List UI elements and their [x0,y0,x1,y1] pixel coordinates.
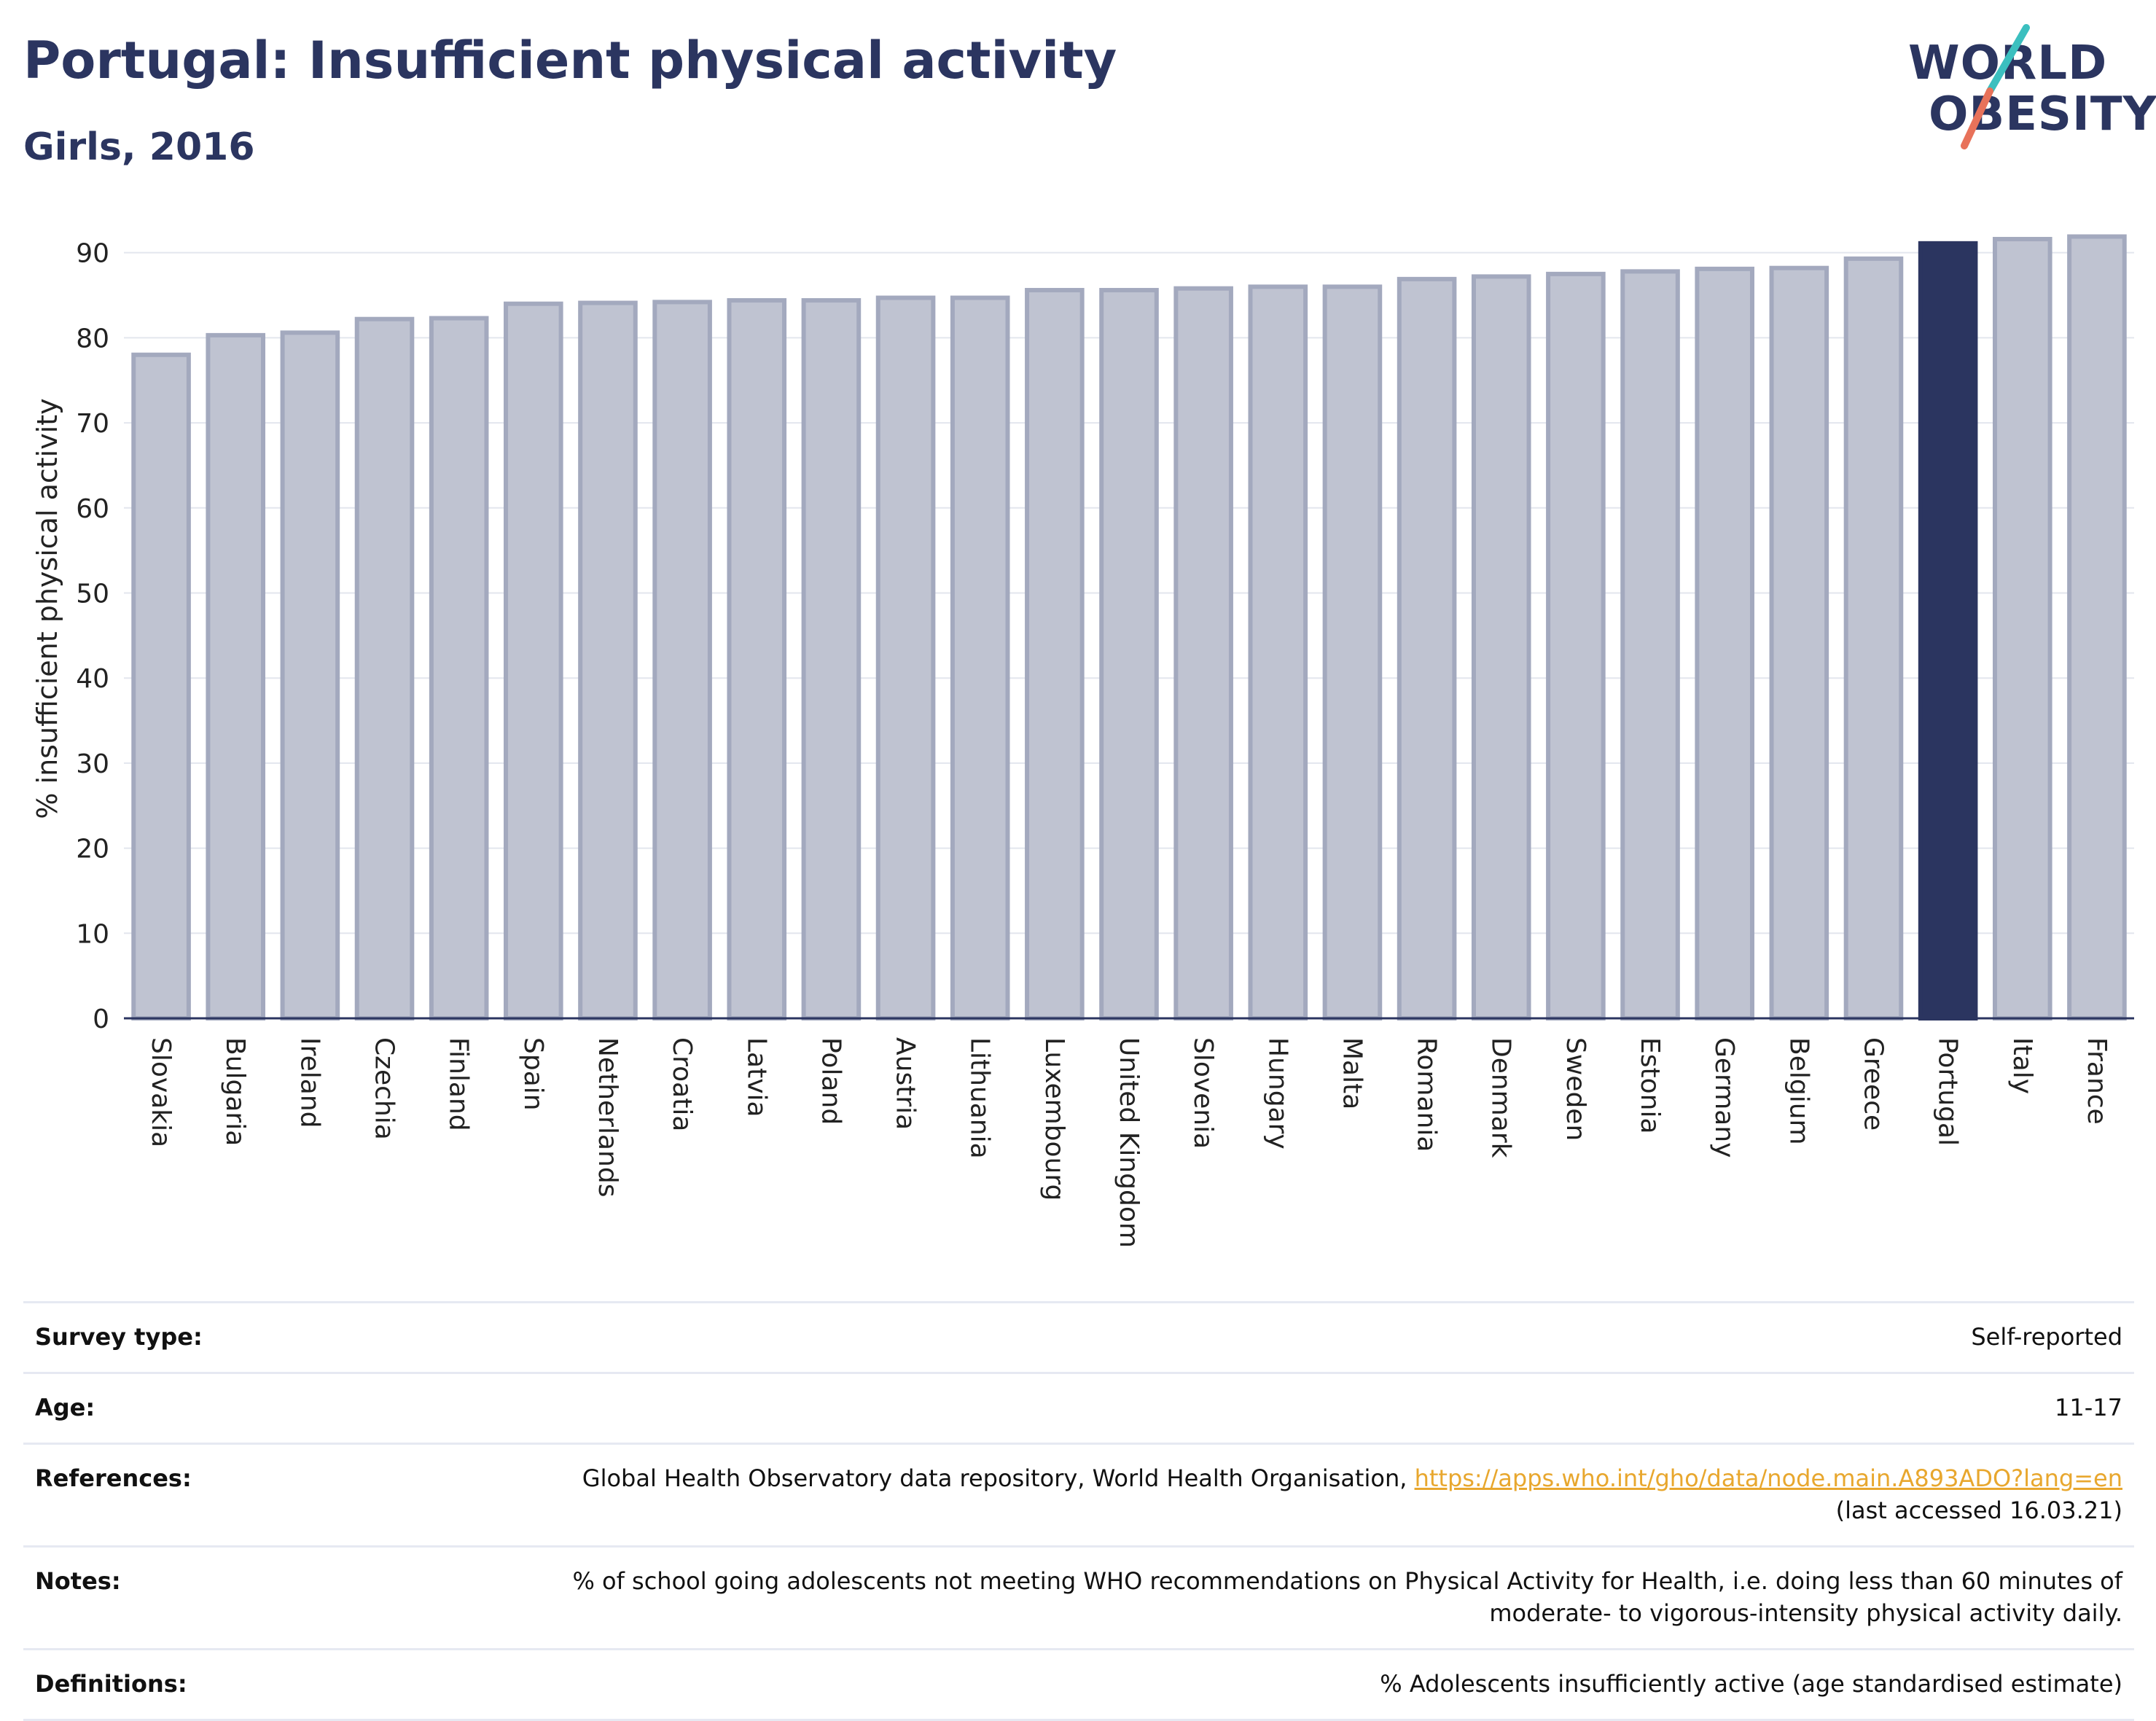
bar-finland [429,316,489,1020]
x-tick-label: France [2082,1037,2112,1125]
bar-netherlands [578,300,638,1020]
bar-bulgaria [206,332,266,1021]
bar-slovakia [131,352,191,1021]
bar-poland [801,298,862,1020]
bar-slovenia [1173,286,1233,1020]
bar-france [2067,234,2127,1020]
bar-sweden [1546,271,1606,1020]
y-tick-label: 10 [76,919,109,949]
y-tick-label: 60 [76,494,109,524]
bar-greece [1843,256,1904,1021]
x-tick-label: Slovenia [1188,1037,1218,1149]
x-tick-label: Denmark [1486,1037,1516,1158]
meta-row-references: References: Global Health Observatory da… [23,1443,2134,1545]
x-tick-label: Bulgaria [220,1037,250,1146]
y-tick-label: 20 [76,835,109,865]
bar-portugal [1918,241,1978,1020]
axes: 0 10 20 30 40 50 60 70 80 90 Slovakia Bulgaria Irela… [76,239,2134,1248]
meta-value: Self-reported [1971,1323,2122,1351]
meta-row-definitions: Definitions: % Adolescents insufficientl… [23,1648,2134,1721]
bar-estonia [1620,269,1680,1020]
reference-accessed: (last accessed 16.03.21) [1835,1496,2122,1524]
bar-united-kingdom [1099,288,1159,1020]
meta-value: 11-17 [2055,1394,2122,1421]
meta-label: Survey type: [35,1323,203,1351]
world-obesity-logo: WORLD OBESITY [1895,22,2156,153]
x-tick-label: Finland [444,1037,474,1131]
meta-value: Global Health Observatory data repositor… [192,1462,2122,1526]
bar-chart: 0 10 20 30 40 50 60 70 80 90 Slovakia Bulgaria Irela… [31,234,2134,1248]
bar-austria [875,295,936,1021]
bar-ireland [280,330,340,1020]
y-tick-label: 80 [76,324,109,354]
x-tick-label: Croatia [667,1037,697,1131]
x-tick-label: Czechia [370,1037,399,1140]
x-tick-label: Romania [1412,1037,1442,1152]
x-tick-label: Estonia [1635,1037,1665,1134]
meta-value: % Adolescents insufficiently active (age… [1380,1670,2122,1698]
y-tick-label: 90 [76,239,109,269]
x-tick-label: Netherlands [593,1037,622,1197]
meta-row-survey-type: Survey type: Self-reported [23,1301,2134,1372]
x-tick-label: Hungary [1262,1037,1292,1150]
x-tick-label: Poland [816,1037,845,1125]
x-tick-label: United Kingdom [1114,1037,1144,1248]
meta-label: Age: [35,1394,95,1421]
x-tick-label: Latvia [741,1037,771,1117]
bar-czechia [354,316,415,1020]
meta-row-age: Age: 11-17 [23,1372,2134,1443]
metadata-table: Survey type: Self-reported Age: 11-17 Re… [23,1301,2134,1721]
x-tick-label: Greece [1858,1037,1888,1131]
x-tick-label: Belgium [1784,1037,1813,1145]
bar-italy [1992,237,2053,1020]
chart-subtitle: Girls, 2016 [23,125,255,169]
bar-belgium [1769,265,1829,1020]
x-tick-label: Luxembourg [1039,1037,1069,1201]
bar-croatia [652,300,712,1020]
bar-hungary [1248,284,1308,1020]
bar-germany [1695,266,1754,1020]
reference-link[interactable]: https://apps.who.int/gho/data/node.main.… [1414,1464,2122,1492]
x-tick-label: Portugal [1933,1037,1963,1146]
bar-spain [504,301,563,1020]
x-tick-label: Lithuania [965,1037,995,1159]
x-tick-label: Ireland [294,1037,324,1128]
bar-romania [1397,276,1457,1020]
bar-luxembourg [1025,288,1085,1020]
bar-malta [1322,284,1383,1020]
logo-line-2: OBESITY [1929,87,2156,141]
x-tick-label: Spain [518,1037,548,1111]
x-tick-label: Italy [2007,1037,2037,1094]
meta-label: Definitions: [35,1670,187,1698]
meta-label: References: [35,1464,192,1492]
bar-denmark [1471,274,1531,1021]
x-tick-label: Austria [891,1037,921,1130]
x-tick-label: Sweden [1561,1037,1590,1141]
meta-row-notes: Notes: % of school going adolescents not… [23,1545,2134,1648]
y-tick-label: 70 [76,409,109,439]
bars [131,234,2127,1021]
x-tick-label: Slovakia [146,1037,176,1147]
y-axis-label: % insufficient physical activity [31,398,63,819]
x-tick-label: Germany [1709,1037,1739,1158]
notes-line-2: moderate- to vigorous-intensity physical… [1489,1599,2122,1627]
y-tick-label: 40 [76,664,109,694]
y-tick-label: 0 [93,1004,109,1034]
x-tick-label: Malta [1337,1037,1367,1109]
meta-value: % of school going adolescents not meetin… [121,1565,2122,1629]
reference-text: Global Health Observatory data repositor… [582,1464,1407,1492]
y-tick-label: 30 [76,749,109,779]
meta-label: Notes: [35,1567,121,1595]
chart-title: Portugal: Insufficient physical activity [23,31,1117,90]
bar-lithuania [950,295,1010,1021]
y-tick-label: 50 [76,579,109,609]
notes-line-1: % of school going adolescents not meetin… [572,1567,2122,1595]
bar-latvia [727,298,787,1020]
logo-slash-icon [1961,24,2030,149]
